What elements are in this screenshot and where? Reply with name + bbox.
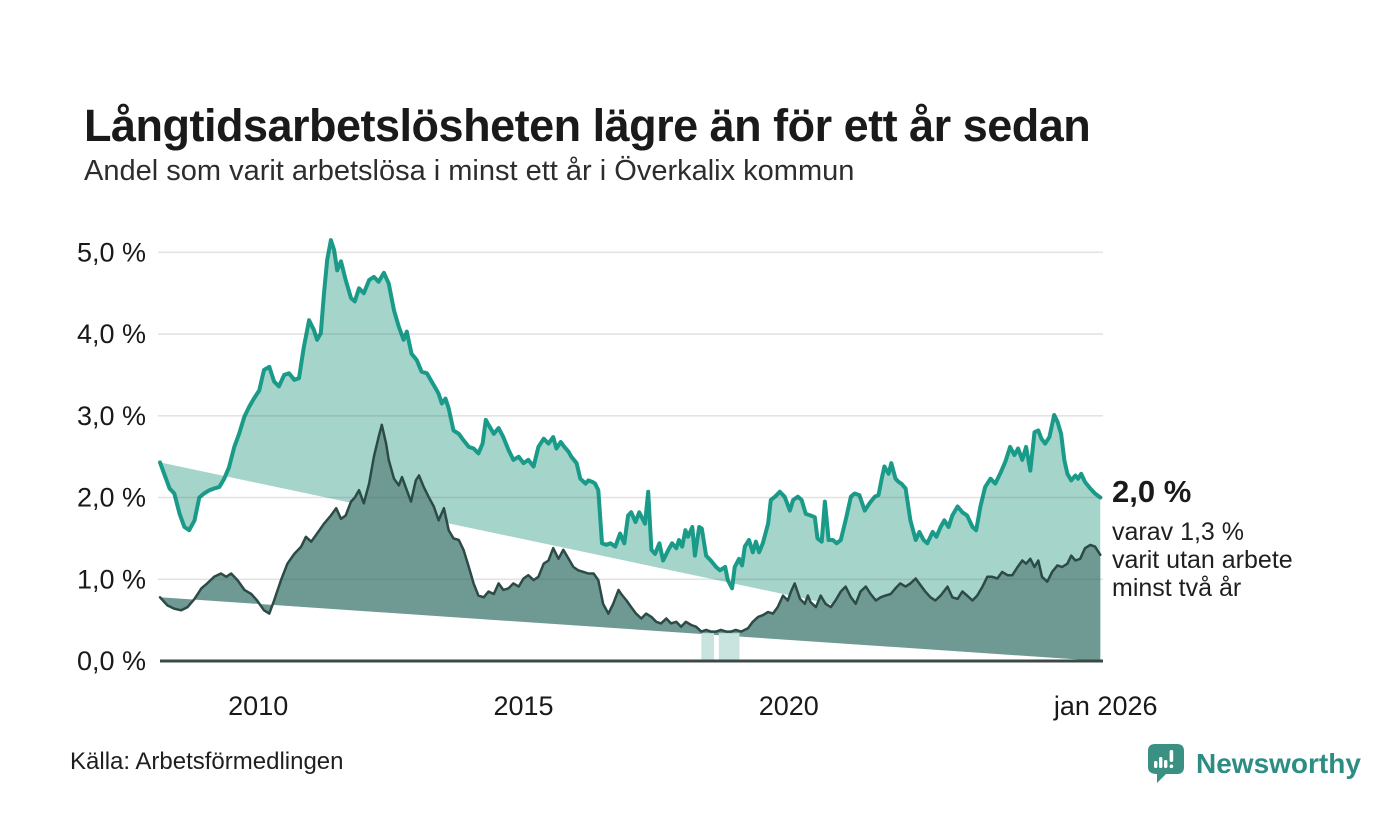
y-tick-label-4: 4,0 % [77,319,146,349]
y-tick-label-1: 1,0 % [77,564,146,594]
newsworthy-logo-icon [1148,744,1184,783]
page-title: Långtidsarbetslösheten lägre än för ett … [84,100,1091,152]
y-tick-label-5: 5,0 % [77,237,146,267]
newsworthy-brand: Newsworthy [1146,742,1361,786]
series-area-1 [160,240,1101,661]
y-tick-label-0: 0,0 % [77,646,146,676]
series-area-2 [160,424,1101,661]
newsworthy-wordmark: Newsworthy [1196,748,1361,779]
page-subtitle: Andel som varit arbetslösa i minst ett å… [84,155,855,187]
x-tick-label: 2020 [759,691,819,721]
annotation-detail-line2: varit utan arbete [1112,546,1293,574]
annotation-detail-line1: varav 1,3 % [1112,518,1245,546]
x-tick-label: jan 2026 [1053,691,1158,721]
y-tick-label-2: 2,0 % [77,483,146,513]
x-tick-label: 2010 [228,691,288,721]
source-caption: Källa: Arbetsförmedlingen [70,748,344,775]
x-tick-label: 2015 [493,691,553,721]
data-gap-notch-2 [718,633,740,660]
latest-value-label: 2,0 % [1112,474,1192,509]
annotation-detail-line3: minst två år [1112,574,1242,602]
y-tick-label-3: 3,0 % [77,401,146,431]
latest-value-annotation: 2,0 % varav 1,3 % varit utan arbete mins… [1112,474,1382,602]
data-gap-notch-1 [701,633,714,660]
series-line-2 [158,423,1102,633]
series-line-1 [158,238,1103,591]
